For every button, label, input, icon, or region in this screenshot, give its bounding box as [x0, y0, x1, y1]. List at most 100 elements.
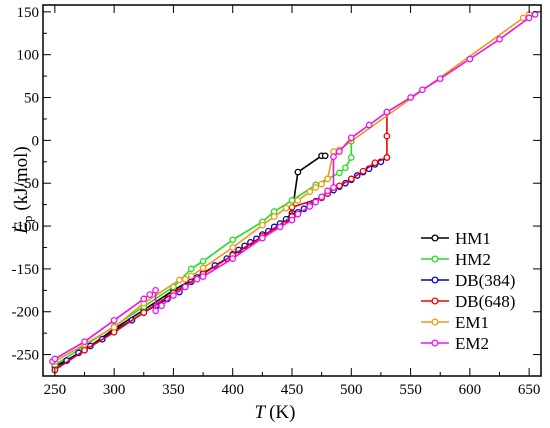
data-point-em1: [187, 272, 195, 280]
series-em2: [49, 11, 539, 365]
data-point-em2: [531, 11, 539, 18]
legend-marker: [431, 255, 439, 263]
legend: HM1 HM2 DB(384) DB(648) EM1 EM2: [421, 229, 515, 353]
legend-label: DB(384): [455, 271, 515, 290]
data-point-em2: [294, 210, 302, 218]
series-hm1: [51, 152, 329, 370]
x-tick-label: 600: [459, 382, 482, 398]
data-point-em2: [324, 187, 331, 195]
data-point-em1: [519, 14, 527, 22]
data-point-hm2: [187, 265, 195, 273]
legend-label: EM1: [455, 313, 489, 332]
data-point-em2: [170, 292, 177, 299]
legend-marker: [431, 234, 439, 242]
data-point-em2: [525, 14, 533, 22]
tick-group: 250 300 350 400 450 500 550 600 650-250-200-150-…: [12, 5, 541, 398]
legend-label: DB(648): [455, 292, 515, 311]
data-point-db-648: [371, 159, 379, 167]
data-point-db-648: [336, 182, 343, 190]
data-point-em2: [158, 302, 165, 310]
data-point-db-648: [81, 346, 88, 354]
y-tick-label: 100: [17, 48, 40, 64]
data-point-em2: [336, 148, 343, 155]
data-point-db-648: [347, 175, 355, 183]
data-point-hm1: [294, 168, 302, 176]
data-point-em2: [330, 153, 337, 161]
y-tick-label: 0: [32, 133, 40, 149]
data-point-em1: [294, 197, 302, 204]
data-point-hm2: [336, 169, 343, 177]
data-point-em2: [318, 193, 325, 201]
data-point-em2: [276, 223, 284, 231]
x-tick-label: 650: [518, 382, 541, 398]
data-point-em2: [436, 75, 444, 83]
y-tick-label: -200: [12, 305, 40, 321]
legend-item-em2: EM2: [421, 334, 489, 353]
y-axis-label: Ep(kJ/mol): [11, 146, 35, 235]
data-point-em2: [288, 216, 296, 224]
x-tick-label: 550: [399, 382, 422, 398]
data-point-em1: [282, 204, 290, 212]
legend-marker: [431, 276, 439, 284]
data-point-em2: [330, 184, 337, 191]
legend-label: HM2: [455, 250, 491, 269]
data-point-em2: [407, 94, 414, 101]
legend-label: EM2: [455, 334, 489, 353]
legend-item-db-648: DB(648): [421, 292, 515, 311]
x-tick-label: 300: [103, 382, 126, 398]
data-point-em1: [199, 264, 207, 272]
x-tick-label: 500: [340, 382, 363, 398]
data-point-hm2: [342, 164, 349, 172]
legend-marker: [431, 318, 439, 326]
data-point-em1: [176, 276, 183, 284]
legend-marker: [431, 339, 439, 347]
data-point-em2: [140, 295, 148, 303]
data-point-em2: [110, 316, 118, 324]
data-point-em1: [270, 213, 278, 220]
series-em1: [51, 11, 533, 365]
data-point-em1: [318, 180, 325, 188]
data-point-em2: [81, 338, 88, 346]
x-axis-label: T (K): [255, 402, 296, 423]
data-point-em1: [181, 275, 189, 283]
data-point-em1: [229, 244, 237, 251]
series-group: [49, 11, 539, 374]
data-point-em2: [152, 307, 159, 315]
y-tick-label: 50: [24, 91, 39, 107]
data-point-em2: [181, 283, 189, 291]
data-point-em2: [51, 355, 59, 363]
data-point-hm2: [199, 257, 207, 265]
data-point-db-648: [383, 154, 391, 161]
y-tick-label: -50: [19, 176, 39, 192]
legend-item-hm2: HM2: [421, 250, 491, 269]
data-point-em2: [312, 198, 320, 206]
data-point-db-648: [383, 132, 391, 140]
y-tick-label: -250: [12, 348, 40, 364]
data-point-db-648: [140, 309, 148, 316]
y-tick-label: -150: [12, 262, 40, 278]
data-point-db-648: [359, 167, 367, 175]
data-point-hm2: [229, 236, 237, 244]
x-tick-label: 250: [44, 382, 67, 398]
data-point-em1: [259, 221, 266, 229]
data-point-em1: [306, 188, 314, 196]
x-tick-label: 400: [221, 382, 244, 398]
data-point-em2: [496, 35, 503, 43]
data-point-em1: [324, 175, 331, 183]
data-point-em2: [229, 255, 237, 262]
series-line-hm1: [54, 155, 326, 368]
data-point-hm1: [321, 152, 329, 160]
legend-marker: [431, 297, 439, 305]
x-tick-label: 450: [281, 382, 304, 398]
data-point-em2: [466, 55, 474, 63]
data-point-hm2: [347, 154, 355, 161]
data-point-em2: [419, 86, 426, 94]
y-tick-label: -100: [12, 219, 40, 235]
data-point-em2: [259, 234, 266, 242]
legend-item-db-384: DB(384): [421, 271, 515, 290]
data-point-em2: [193, 275, 201, 283]
data-point-em2: [152, 286, 159, 294]
legend-item-em1: EM1: [421, 313, 489, 332]
data-point-em2: [383, 108, 391, 116]
